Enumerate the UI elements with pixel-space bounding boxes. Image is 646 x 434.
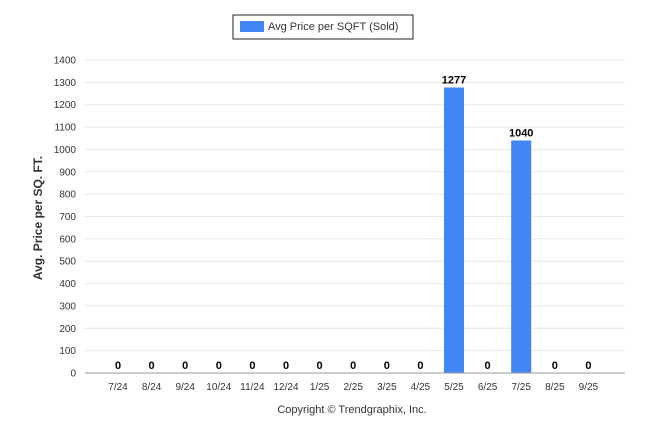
x-tick-label: 4/25 [411, 382, 431, 393]
data-label: 0 [552, 360, 558, 372]
data-label: 0 [384, 360, 390, 372]
y-tick-label: 1000 [54, 145, 77, 156]
data-label: 1277 [442, 74, 466, 86]
data-label: 0 [283, 360, 289, 372]
data-label: 0 [317, 360, 323, 372]
data-label: 0 [149, 360, 155, 372]
y-tick-label: 800 [59, 190, 76, 201]
x-tick-label: 5/25 [444, 382, 464, 393]
x-tick-label: 6/25 [478, 382, 498, 393]
bar [444, 87, 464, 374]
y-tick-label: 100 [59, 346, 76, 357]
y-tick-label: 600 [59, 234, 76, 245]
y-tick-label: 900 [59, 167, 76, 178]
y-tick-label: 400 [59, 279, 76, 290]
x-tick-label: 9/25 [579, 382, 599, 393]
x-tick-label: 7/25 [511, 382, 531, 393]
x-tick-label: 10/24 [206, 382, 231, 393]
y-tick-label: 1100 [54, 123, 76, 134]
y-tick-label: 1300 [54, 78, 77, 89]
x-tick-label: 9/24 [175, 382, 195, 393]
data-label: 0 [485, 360, 491, 372]
grid-lines [85, 59, 625, 374]
data-label: 1040 [509, 127, 533, 139]
x-tick-label: 1/25 [310, 382, 330, 393]
x-tick-label: 8/24 [142, 382, 162, 393]
data-labels: 0 0 0 0 0 0 0 0 0 0 1277 0 1040 0 0 [115, 74, 592, 372]
data-label: 0 [182, 360, 188, 372]
y-axis-title: Avg. Price per SQ. FT. [31, 156, 45, 280]
data-label: 0 [249, 360, 255, 372]
bars [444, 87, 532, 374]
y-axis-ticks: 0 100 200 300 400 500 600 700 800 900 1000 1100 1200… [54, 56, 77, 380]
y-tick-label: 1200 [54, 100, 77, 111]
x-tick-label: 7/24 [108, 382, 128, 393]
legend: Avg Price per SQFT (Sold) [232, 14, 414, 40]
legend-label: Avg Price per SQFT (Sold) [268, 21, 398, 33]
copyright-text: Copyright © Trendgraphix, Inc. [277, 404, 426, 416]
data-label: 0 [350, 360, 356, 372]
y-tick-label: 500 [59, 257, 76, 268]
y-tick-label: 700 [59, 212, 76, 223]
x-tick-label: 2/25 [343, 382, 363, 393]
x-tick-label: 12/24 [273, 382, 298, 393]
x-tick-label: 3/25 [377, 382, 397, 393]
legend-swatch [240, 21, 264, 32]
y-tick-label: 0 [70, 369, 76, 380]
data-label: 0 [585, 360, 591, 372]
y-tick-label: 300 [59, 301, 76, 312]
bar [511, 140, 532, 373]
data-label: 0 [115, 360, 121, 372]
x-tick-label: 11/24 [240, 382, 265, 393]
data-label: 0 [216, 360, 222, 372]
data-label: 0 [417, 360, 423, 372]
x-tick-label: 8/25 [545, 382, 565, 393]
y-tick-label: 200 [59, 324, 76, 335]
y-tick-label: 1400 [54, 56, 77, 67]
x-axis-ticks: 7/24 8/24 9/24 10/24 11/24 12/24 1/25 2/25 3/25 4… [108, 382, 598, 393]
